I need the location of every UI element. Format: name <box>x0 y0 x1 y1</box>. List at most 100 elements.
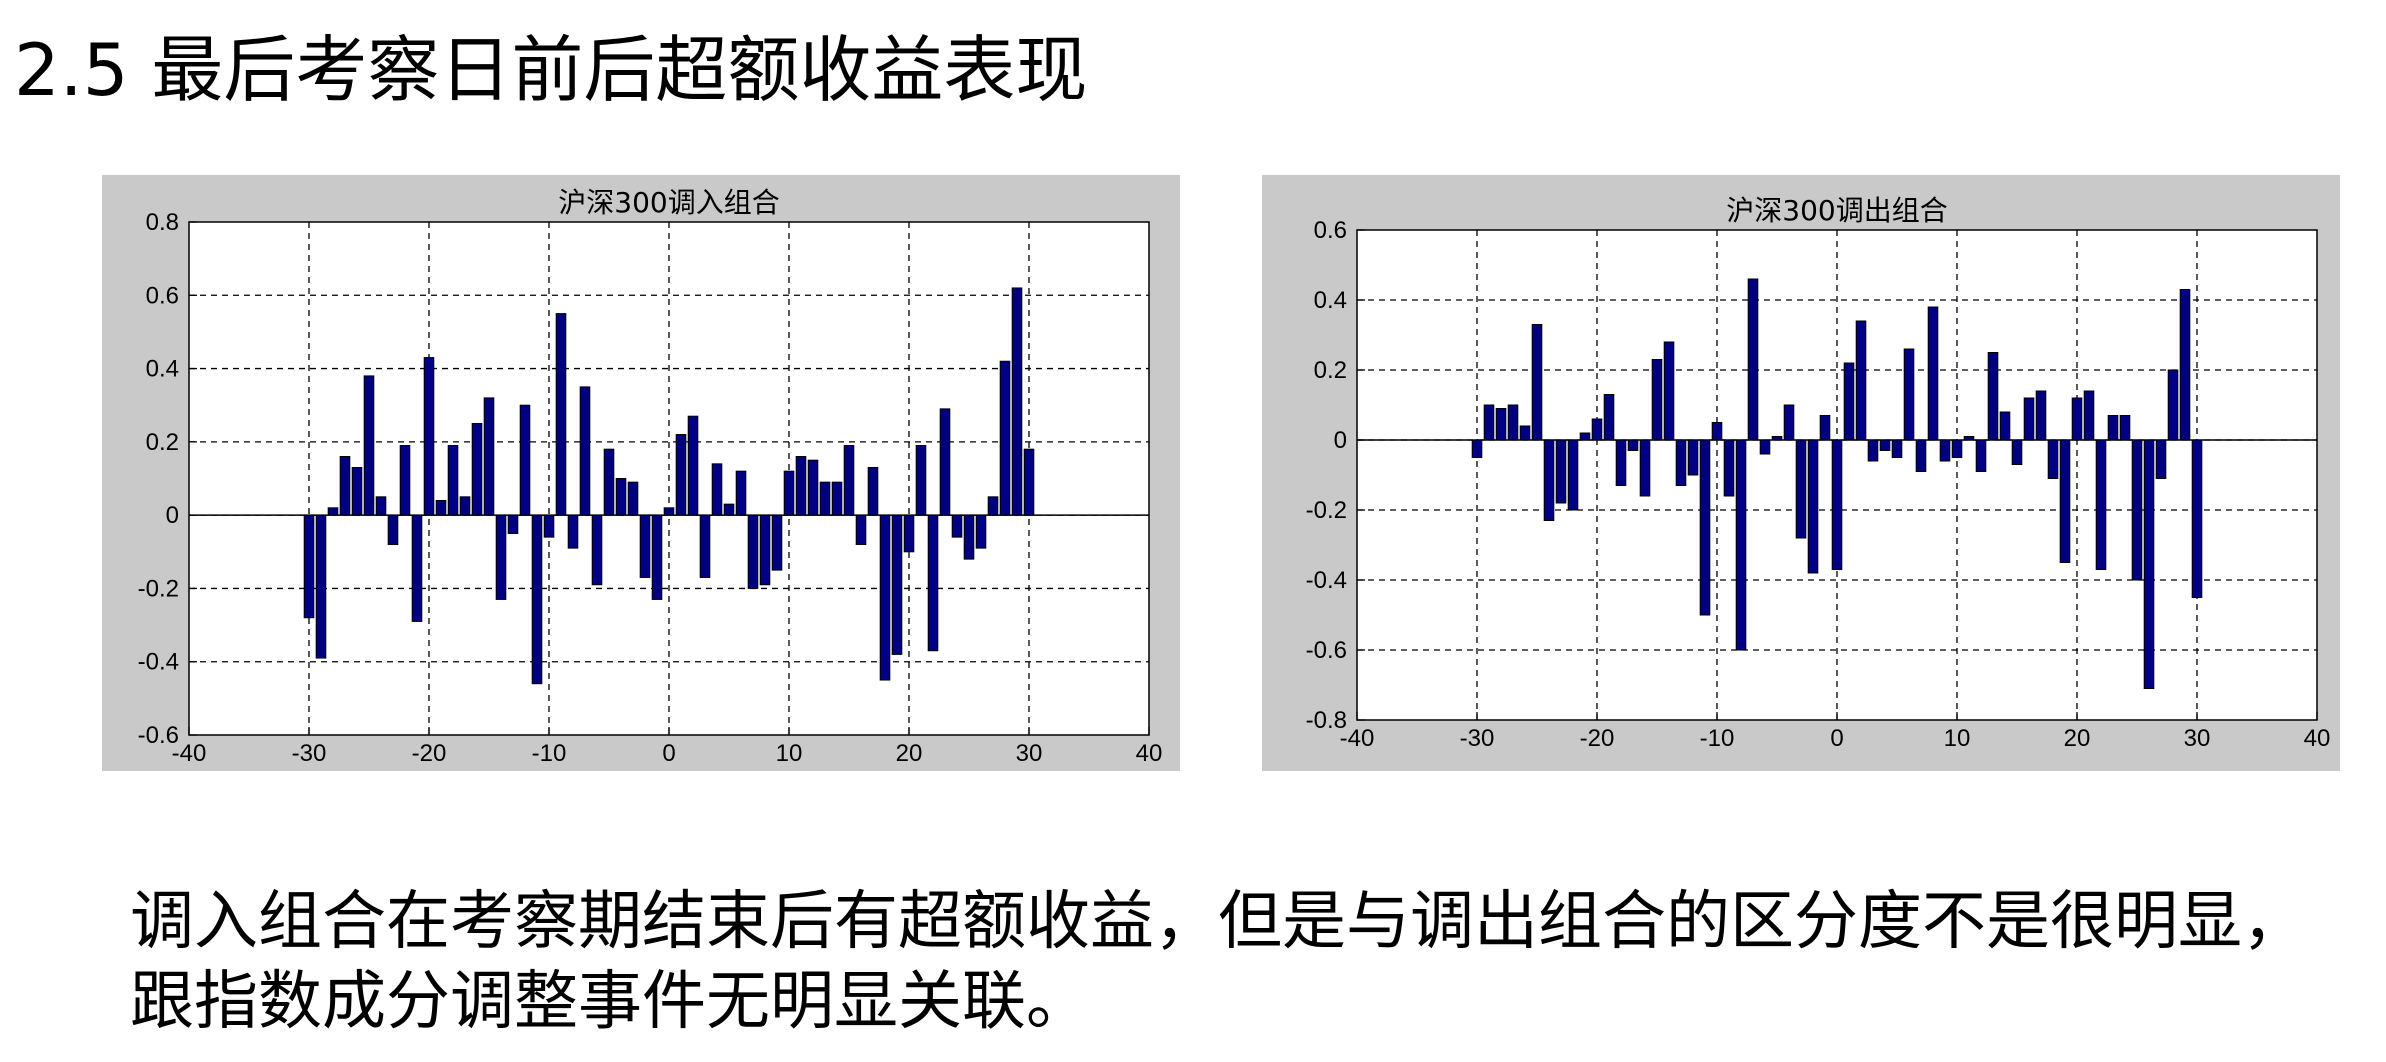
bar <box>771 514 783 571</box>
bar <box>2035 390 2047 441</box>
bar <box>1711 422 1723 441</box>
bar <box>1795 439 1807 539</box>
bar <box>1843 362 1855 441</box>
bar <box>1483 404 1495 441</box>
x-tick-label: 10 <box>1944 725 1971 752</box>
tick-labels: -40 -30 -20 -10 0 10 20 30 40 -0.6 -0.4 -0.2 0 0.2 0.4… <box>138 209 1163 767</box>
caption-line-1: 调入组合在考察期结束后有超额收益，但是与调出组合的区分度不是很明显， <box>130 885 2306 959</box>
bar <box>2131 439 2143 581</box>
bar <box>2119 415 2131 441</box>
bar <box>831 481 843 516</box>
x-tick-label: -10 <box>1700 725 1735 752</box>
chart-index-in: -40 -30 -20 -10 0 10 20 30 40 -0.6 -0.4 -0.2 0 0.2 0.4… <box>138 186 1163 767</box>
bar <box>459 496 471 516</box>
bar <box>807 459 819 516</box>
bar <box>891 514 903 655</box>
bar <box>1555 439 1567 504</box>
y-tick-label: 0.4 <box>1314 287 1347 314</box>
x-tick-label: 20 <box>896 740 923 767</box>
y-tick-label: -0.4 <box>1306 567 1347 594</box>
bar <box>1591 418 1603 441</box>
bar <box>975 514 987 549</box>
x-tick-label: 10 <box>776 740 803 767</box>
bar <box>711 463 723 516</box>
bar <box>1831 439 1843 570</box>
bar <box>1807 439 1819 574</box>
bar <box>555 313 567 516</box>
bar <box>603 448 615 516</box>
bar <box>423 357 435 516</box>
bar <box>903 514 915 553</box>
bar <box>519 404 531 516</box>
bar <box>2179 289 2191 441</box>
bar <box>1579 432 1591 441</box>
bar <box>783 470 795 516</box>
x-tick-label: 0 <box>1830 725 1843 752</box>
y-tick-label: 0.8 <box>146 209 179 236</box>
bar <box>819 481 831 516</box>
x-tick-label: 20 <box>2064 725 2091 752</box>
bar <box>1567 439 1579 511</box>
x-tick-label: 30 <box>2184 725 2211 752</box>
bar <box>567 514 579 549</box>
bar <box>2047 439 2059 479</box>
bar <box>699 514 711 578</box>
y-tick-label: 0 <box>1334 427 1347 454</box>
bar <box>2107 415 2119 441</box>
bar <box>399 445 411 516</box>
ticks <box>1356 229 2318 721</box>
caption: 调入组合在考察期结束后有超额收益，但是与调出组合的区分度不是很明显， 跟指数成分… <box>130 882 2306 1042</box>
bar <box>2023 397 2035 441</box>
bar <box>2071 397 2083 441</box>
bar <box>1471 439 1483 458</box>
bar <box>1675 439 1687 486</box>
bar <box>1951 439 1963 458</box>
bar <box>363 375 375 516</box>
bar <box>2143 439 2155 689</box>
bar <box>999 360 1011 516</box>
bar <box>2011 439 2023 465</box>
bar <box>627 481 639 516</box>
bar <box>483 397 495 516</box>
bar <box>867 467 879 516</box>
bar <box>1651 359 1663 441</box>
y-tick-label: 0.2 <box>146 429 179 456</box>
y-tick-label: -0.8 <box>1306 707 1347 734</box>
x-tick-label: 0 <box>662 740 675 767</box>
bar <box>1915 439 1927 472</box>
bar <box>1699 439 1711 616</box>
bar <box>1543 439 1555 521</box>
bar <box>747 514 759 589</box>
bar <box>411 514 423 622</box>
bar <box>303 514 315 619</box>
bar <box>1903 348 1915 441</box>
bar <box>1939 439 1951 462</box>
bar <box>879 514 891 681</box>
bar <box>855 514 867 545</box>
bar <box>663 507 675 516</box>
bar <box>543 514 555 538</box>
bar <box>1495 408 1507 441</box>
bar <box>339 456 351 516</box>
y-tick-label: 0 <box>166 502 179 529</box>
x-tick-label: -40 <box>1340 725 1375 752</box>
slide-title: 2.5 最后考察日前后超额收益表现 <box>14 28 1088 112</box>
bar <box>1987 352 1999 441</box>
bar <box>579 386 591 516</box>
y-tick-label: -0.2 <box>138 575 179 602</box>
bar <box>915 445 927 516</box>
chart-panel-index-in: -40 -30 -20 -10 0 10 20 30 40 -0.6 -0.4 -0.2 0 0.2 0.4… <box>102 175 1180 771</box>
bar <box>963 514 975 560</box>
bars <box>1471 278 2203 689</box>
bar <box>723 503 735 516</box>
tick-labels: -40 -30 -20 -10 0 10 20 30 40 -0.8 -0.6 -0.4 -0.2 0 0.… <box>1306 217 2331 752</box>
bar <box>1615 439 1627 486</box>
bar <box>471 423 483 516</box>
ticks <box>188 221 1150 736</box>
bar <box>1879 439 1891 451</box>
chart-panel-index-out: -40 -30 -20 -10 0 10 20 30 40 -0.8 -0.6 -0.4 -0.2 0 0.… <box>1262 175 2340 771</box>
bar <box>315 514 327 659</box>
y-tick-label: 0.6 <box>1314 217 1347 244</box>
y-tick-label: 0.2 <box>1314 357 1347 384</box>
x-tick-label: 40 <box>2304 725 2331 752</box>
